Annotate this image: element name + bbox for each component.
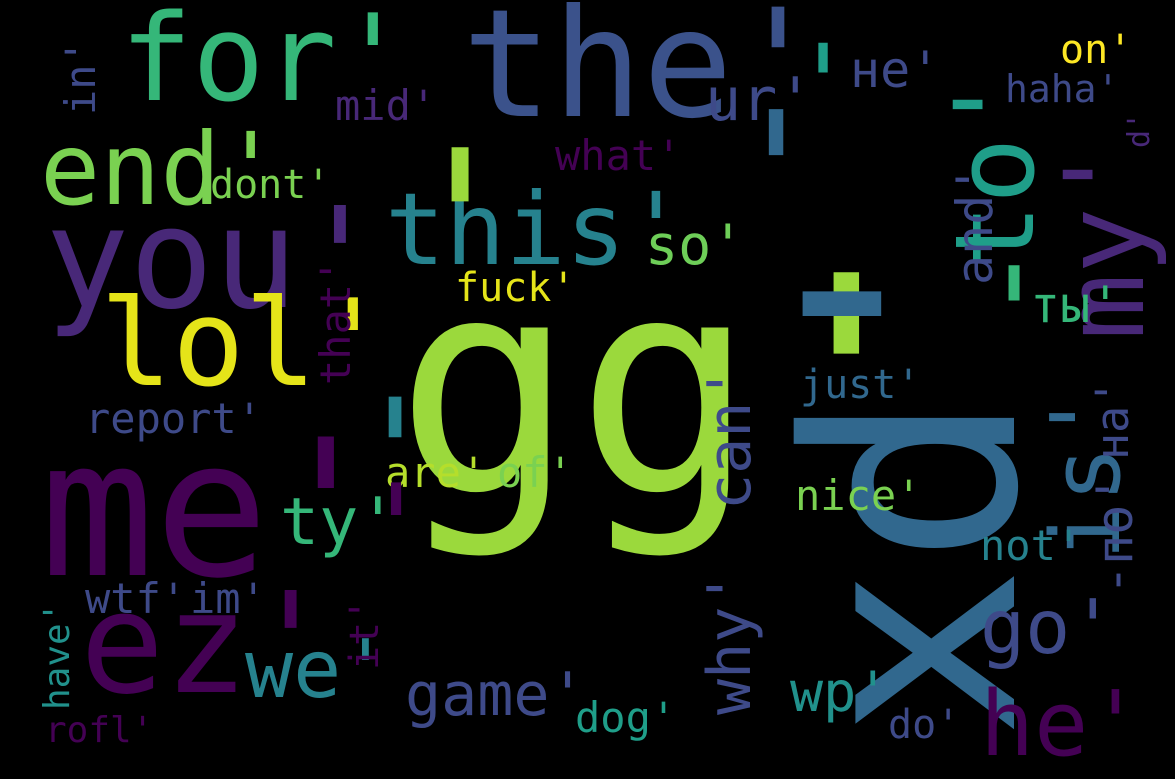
word-you: you' — [45, 178, 383, 341]
word-ez: ez' — [80, 563, 333, 726]
word-fuck: fuck' — [455, 265, 576, 311]
word-gg: gg' — [395, 213, 937, 562]
word-rofl: rofl' — [45, 710, 154, 751]
word-are: are' — [385, 448, 487, 497]
word-po: -по' — [1086, 474, 1144, 595]
word-for: for' — [120, 0, 409, 129]
word-ty-ru: ты' — [1030, 276, 1121, 334]
word-on: on' — [1060, 27, 1133, 73]
word-of: of' — [497, 448, 573, 497]
word-just: just' — [800, 362, 921, 408]
word-wtf: wtf' — [85, 574, 187, 623]
word-the: the' — [462, 0, 824, 152]
word-d: d' — [1122, 111, 1157, 148]
word-apostrophe-4: ' — [350, 368, 441, 542]
word-this: this' — [385, 171, 687, 288]
word-apostrophe-3: ' — [725, 76, 828, 274]
word-na: на' — [1086, 378, 1139, 460]
word-game: game' — [405, 660, 586, 730]
word-it: it' — [342, 597, 388, 670]
word-nice: nice' — [795, 471, 922, 520]
word-dog: dog' — [575, 693, 677, 742]
word-report: report' — [85, 394, 263, 443]
word-wp: wp' — [790, 660, 890, 724]
word-me: me' — [40, 399, 384, 620]
word-go: go' — [980, 583, 1116, 671]
word-mid: mid' — [335, 81, 437, 130]
word-so: so' — [645, 213, 745, 277]
word-haha: haha' — [1005, 67, 1120, 111]
word-dont: dont' — [210, 162, 331, 208]
word-what: what' — [555, 131, 682, 180]
word-we: we' — [245, 623, 390, 716]
word-can: can' — [695, 365, 765, 511]
word-that: that' — [311, 258, 360, 385]
word-apostrophe-5: ' — [360, 460, 433, 599]
word-do: do' — [888, 702, 961, 748]
word-ur: ur' — [705, 65, 814, 135]
word-apostrophe-1: ' — [400, 108, 521, 341]
word-not: not' — [980, 521, 1082, 570]
word-ne: не' — [850, 41, 941, 99]
word-end: end' — [40, 111, 281, 228]
word-why: why' — [695, 570, 765, 716]
word-ty: ty' — [280, 485, 398, 560]
word-im: im' — [190, 574, 266, 623]
word-he: he' — [980, 672, 1143, 777]
word-in: in' — [56, 39, 105, 115]
word-apostrophe-6: ' — [975, 239, 1054, 391]
word-apostrophe-2: ' — [790, 21, 857, 149]
word-lol: lol' — [100, 275, 389, 414]
word-have: have' — [37, 601, 78, 710]
